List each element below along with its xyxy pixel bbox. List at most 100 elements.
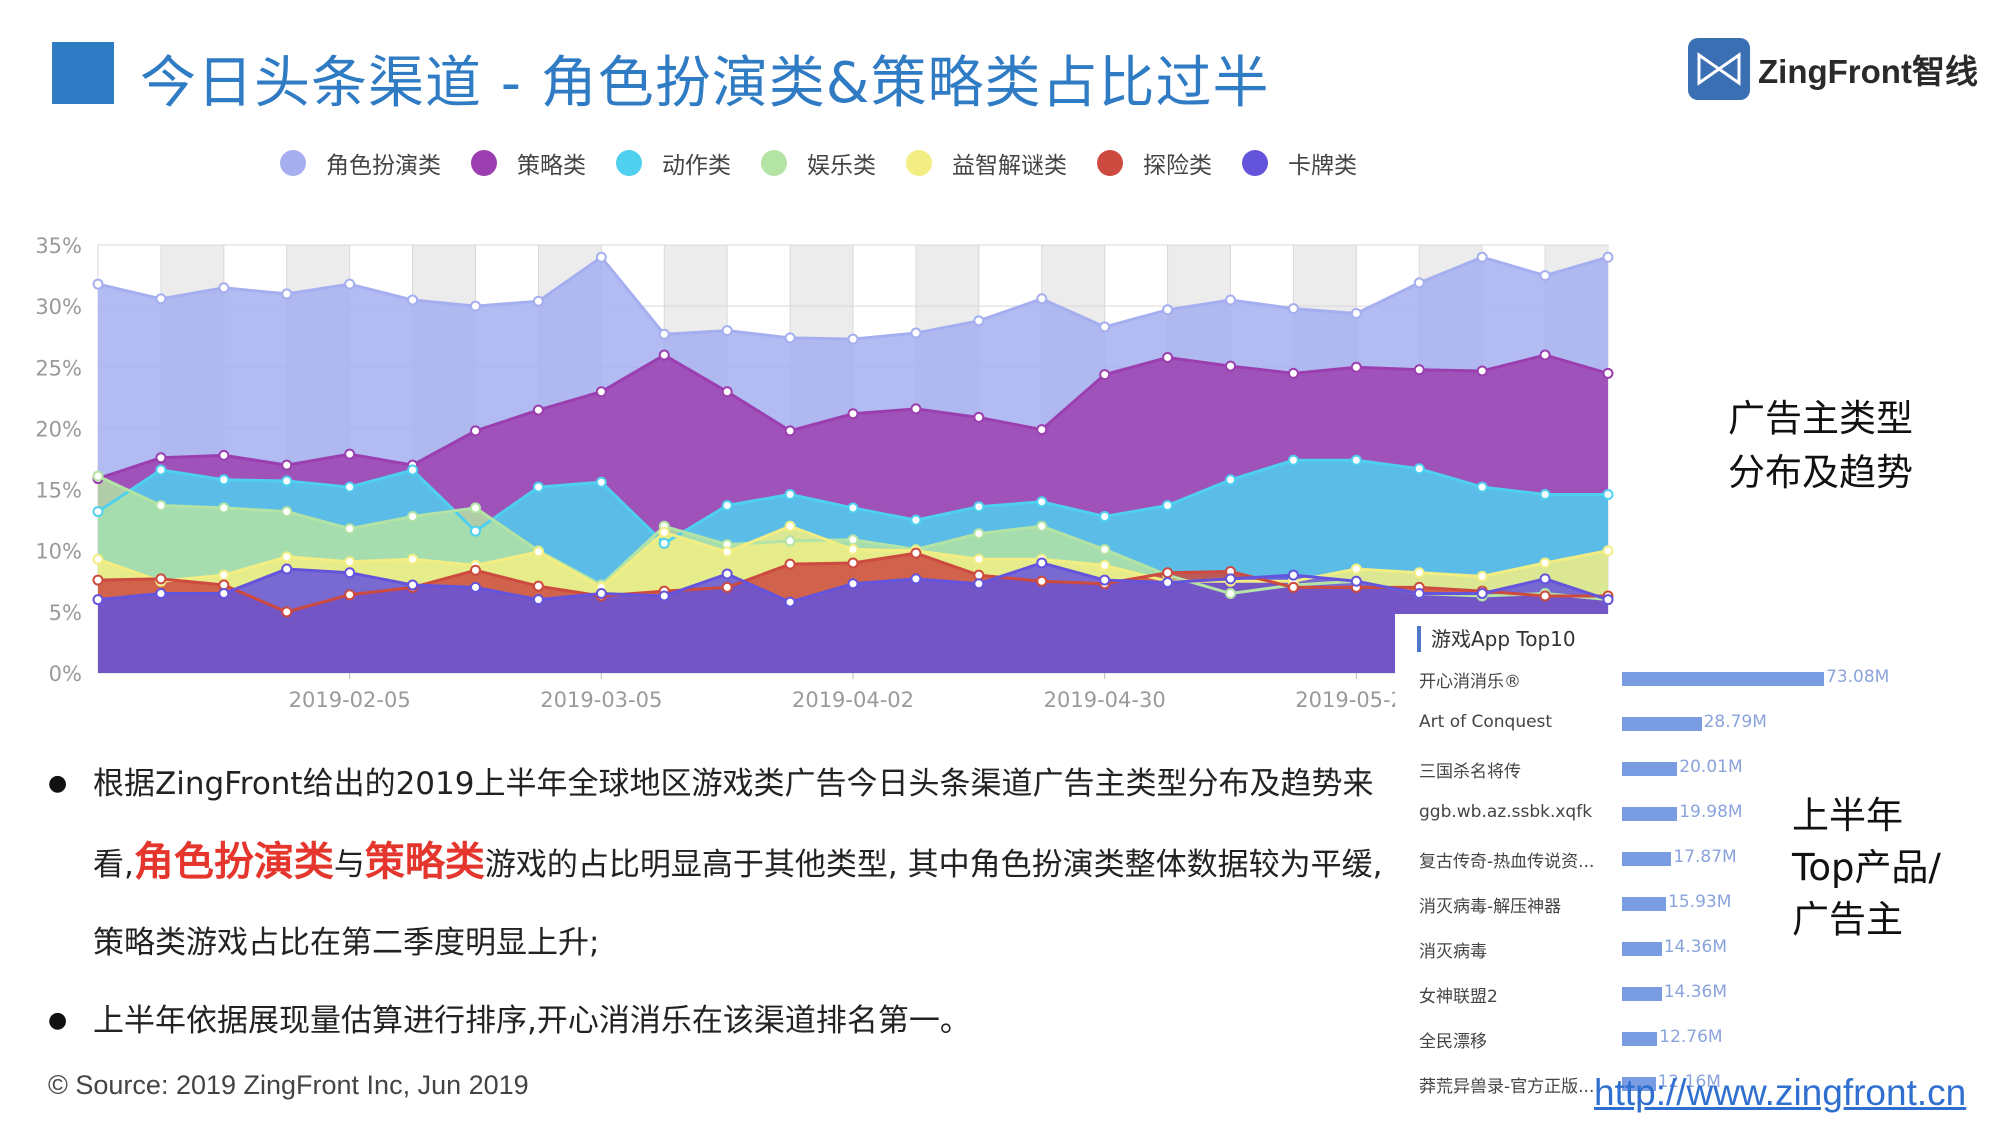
top10-row: 消灭病毒-解压神器 15.93M: [1419, 888, 1889, 918]
trend-note-line: 分布及趋势: [1728, 451, 1913, 494]
page-title: 今日头条渠道 - 角色扮演类&策略类占比过半: [140, 51, 1270, 116]
data-point: [784, 488, 796, 500]
data-point: [784, 535, 796, 547]
data-point: [1162, 304, 1174, 316]
data-point: [1225, 588, 1236, 600]
data-point: [1225, 474, 1236, 486]
data-point: [155, 464, 167, 476]
data-point: [1539, 573, 1551, 585]
value-bar: [1622, 897, 1667, 911]
value-bar: [1622, 852, 1672, 866]
data-point: [847, 578, 859, 590]
data-point: [470, 502, 481, 514]
data-point: [92, 470, 104, 482]
data-point: [532, 481, 544, 493]
top10-title: 游戏App Top10: [1417, 626, 1576, 652]
x-tick-label: 2019-04-02: [792, 688, 914, 712]
data-point: [1476, 570, 1488, 582]
top-note: 上半年 Top产品/ 广告主: [1792, 790, 1941, 946]
data-point: [1225, 294, 1236, 306]
highlight-strategy: 策略类: [364, 839, 485, 885]
data-point: [532, 295, 544, 307]
app-name: 莽荒异兽录-官方正版...: [1419, 1077, 1595, 1097]
website-link[interactable]: http://www.zingfront.cn: [1594, 1072, 1967, 1113]
data-point: [218, 474, 230, 486]
top10-row: 复古传奇-热血传说资... 17.87M: [1419, 843, 1889, 873]
legend-color-dot: [906, 150, 932, 176]
brand-logo: ZingFront智线: [1688, 38, 1978, 100]
legend-label: 益智解谜类: [952, 153, 1067, 179]
data-point: [281, 475, 293, 487]
data-point: [155, 573, 167, 585]
legend-item[interactable]: 娱乐类: [761, 146, 876, 180]
data-point: [721, 581, 733, 593]
data-point: [281, 563, 293, 575]
app-name: 三国杀名将传: [1419, 762, 1521, 782]
bullet-text: 与: [333, 847, 365, 883]
data-point: [281, 288, 293, 300]
data-point: [1225, 360, 1236, 372]
data-point: [1539, 488, 1551, 500]
data-point: [344, 523, 356, 535]
data-point: [1036, 575, 1048, 587]
top10-row: ggb.wb.az.ssbk.xqfk 19.98M: [1419, 798, 1889, 828]
legend-item[interactable]: 策略类: [471, 146, 586, 180]
value-bar: [1622, 1032, 1658, 1046]
data-point: [1602, 488, 1614, 500]
legend-item[interactable]: 卡牌类: [1242, 146, 1357, 180]
data-point: [344, 448, 356, 460]
data-point: [532, 594, 544, 606]
data-point: [721, 568, 733, 580]
highlight-role-playing: 角色扮演类: [133, 839, 334, 885]
x-tick-label: 2019-03-05: [540, 688, 662, 712]
data-point: [1413, 277, 1425, 289]
data-point: [407, 553, 419, 565]
data-point: [407, 294, 419, 306]
trend-area-chart: 0% 5% 10% 15% 20% 25% 30% 35% 2019-02-05 2019-03-…: [35, 234, 1614, 712]
x-tick-label: 2019-04-30: [1044, 688, 1166, 712]
data-point: [92, 553, 104, 565]
legend-color-dot: [471, 150, 497, 176]
app-name: ggb.wb.az.ssbk.xqfk: [1419, 802, 1593, 822]
data-point: [1350, 361, 1362, 373]
top10-row: 三国杀名将传 20.01M: [1419, 753, 1889, 783]
data-point: [1350, 563, 1362, 575]
data-point: [973, 528, 985, 540]
brand-name: ZingFront智线: [1758, 53, 1978, 90]
legend-item[interactable]: 动作类: [616, 146, 731, 180]
data-point: [1350, 454, 1362, 466]
data-point: [92, 594, 104, 606]
data-point: [1162, 499, 1174, 511]
data-point: [658, 537, 670, 549]
legend-color-dot: [280, 150, 306, 176]
data-point: [658, 590, 670, 602]
data-point: [155, 452, 167, 464]
data-point: [847, 557, 859, 569]
data-point: [1539, 557, 1551, 569]
data-point: [910, 547, 922, 559]
data-point: [1602, 367, 1614, 379]
data-point: [1287, 569, 1299, 581]
data-point: [1413, 364, 1425, 376]
data-point: [155, 499, 167, 511]
legend-item[interactable]: 角色扮演类: [280, 146, 441, 180]
data-point: [1539, 349, 1551, 361]
app-name: Art of Conquest: [1419, 712, 1553, 732]
data-point: [470, 425, 481, 437]
data-point: [1036, 557, 1048, 569]
value-bar: [1622, 1077, 1656, 1091]
legend-item[interactable]: 益智解谜类: [906, 146, 1067, 180]
data-point: [1099, 369, 1111, 381]
value-label: 17.87M: [1673, 847, 1737, 867]
data-point: [847, 408, 859, 420]
y-tick-label: 25%: [35, 356, 82, 380]
legend-item[interactable]: 探险类: [1097, 146, 1212, 180]
data-point: [595, 588, 607, 600]
data-point: [1099, 559, 1111, 571]
value-bar: [1622, 672, 1824, 686]
legend-color-dot: [1242, 150, 1268, 176]
data-point: [658, 526, 670, 538]
data-point: [721, 546, 733, 558]
bullet-text: 根据ZingFront给出的2019上半年全球地区游戏类广告今日头条渠道广告主类…: [93, 766, 1374, 883]
legend-label: 角色扮演类: [326, 153, 441, 179]
